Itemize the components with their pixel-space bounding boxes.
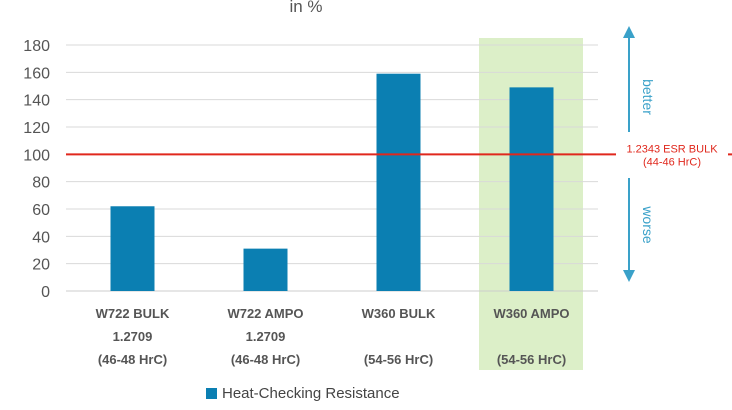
bar — [509, 87, 554, 291]
x-tick-label: 1.2709 — [246, 329, 286, 344]
x-tick-label: (46-48 HrC) — [98, 352, 167, 367]
y-tick-label: 80 — [32, 175, 50, 192]
reference-label: (44-46 HrC) — [643, 156, 701, 168]
worse-label: worse — [640, 205, 656, 244]
x-tick-label: (54-56 HrC) — [364, 352, 433, 367]
better-label: better — [640, 79, 656, 115]
y-tick-label: 0 — [41, 284, 50, 301]
reference-label-bg — [616, 141, 728, 156]
chart-unit-label: in % — [289, 0, 322, 16]
reference-label: 1.2343 ESR BULK — [626, 143, 718, 155]
x-tick-label: 1.2709 — [113, 329, 153, 344]
reference-label-bg — [616, 154, 728, 169]
y-tick-label: 140 — [23, 93, 50, 110]
y-tick-label: 120 — [23, 120, 50, 137]
bar — [376, 73, 421, 291]
bar — [243, 248, 288, 291]
chart-legend: Heat-Checking Resistance — [206, 385, 400, 402]
legend-label: Heat-Checking Resistance — [222, 385, 400, 402]
worse-arrow-head — [623, 270, 635, 282]
x-tick-label: (46-48 HrC) — [231, 352, 300, 367]
y-tick-label: 60 — [32, 202, 50, 219]
y-tick-label: 160 — [23, 65, 50, 82]
x-tick-label: W722 BULK — [96, 306, 170, 321]
x-tick-label: W360 BULK — [362, 306, 436, 321]
y-tick-label: 180 — [23, 38, 50, 55]
bar — [110, 206, 155, 291]
y-tick-label: 40 — [32, 229, 50, 246]
x-tick-label: W722 AMPO — [227, 306, 303, 321]
legend-swatch — [206, 388, 217, 399]
better-arrow-head — [623, 26, 635, 38]
y-tick-label: 20 — [32, 257, 50, 274]
x-tick-label: W360 AMPO — [493, 306, 569, 321]
y-tick-label: 100 — [23, 147, 50, 164]
x-tick-label: (54-56 HrC) — [497, 352, 566, 367]
